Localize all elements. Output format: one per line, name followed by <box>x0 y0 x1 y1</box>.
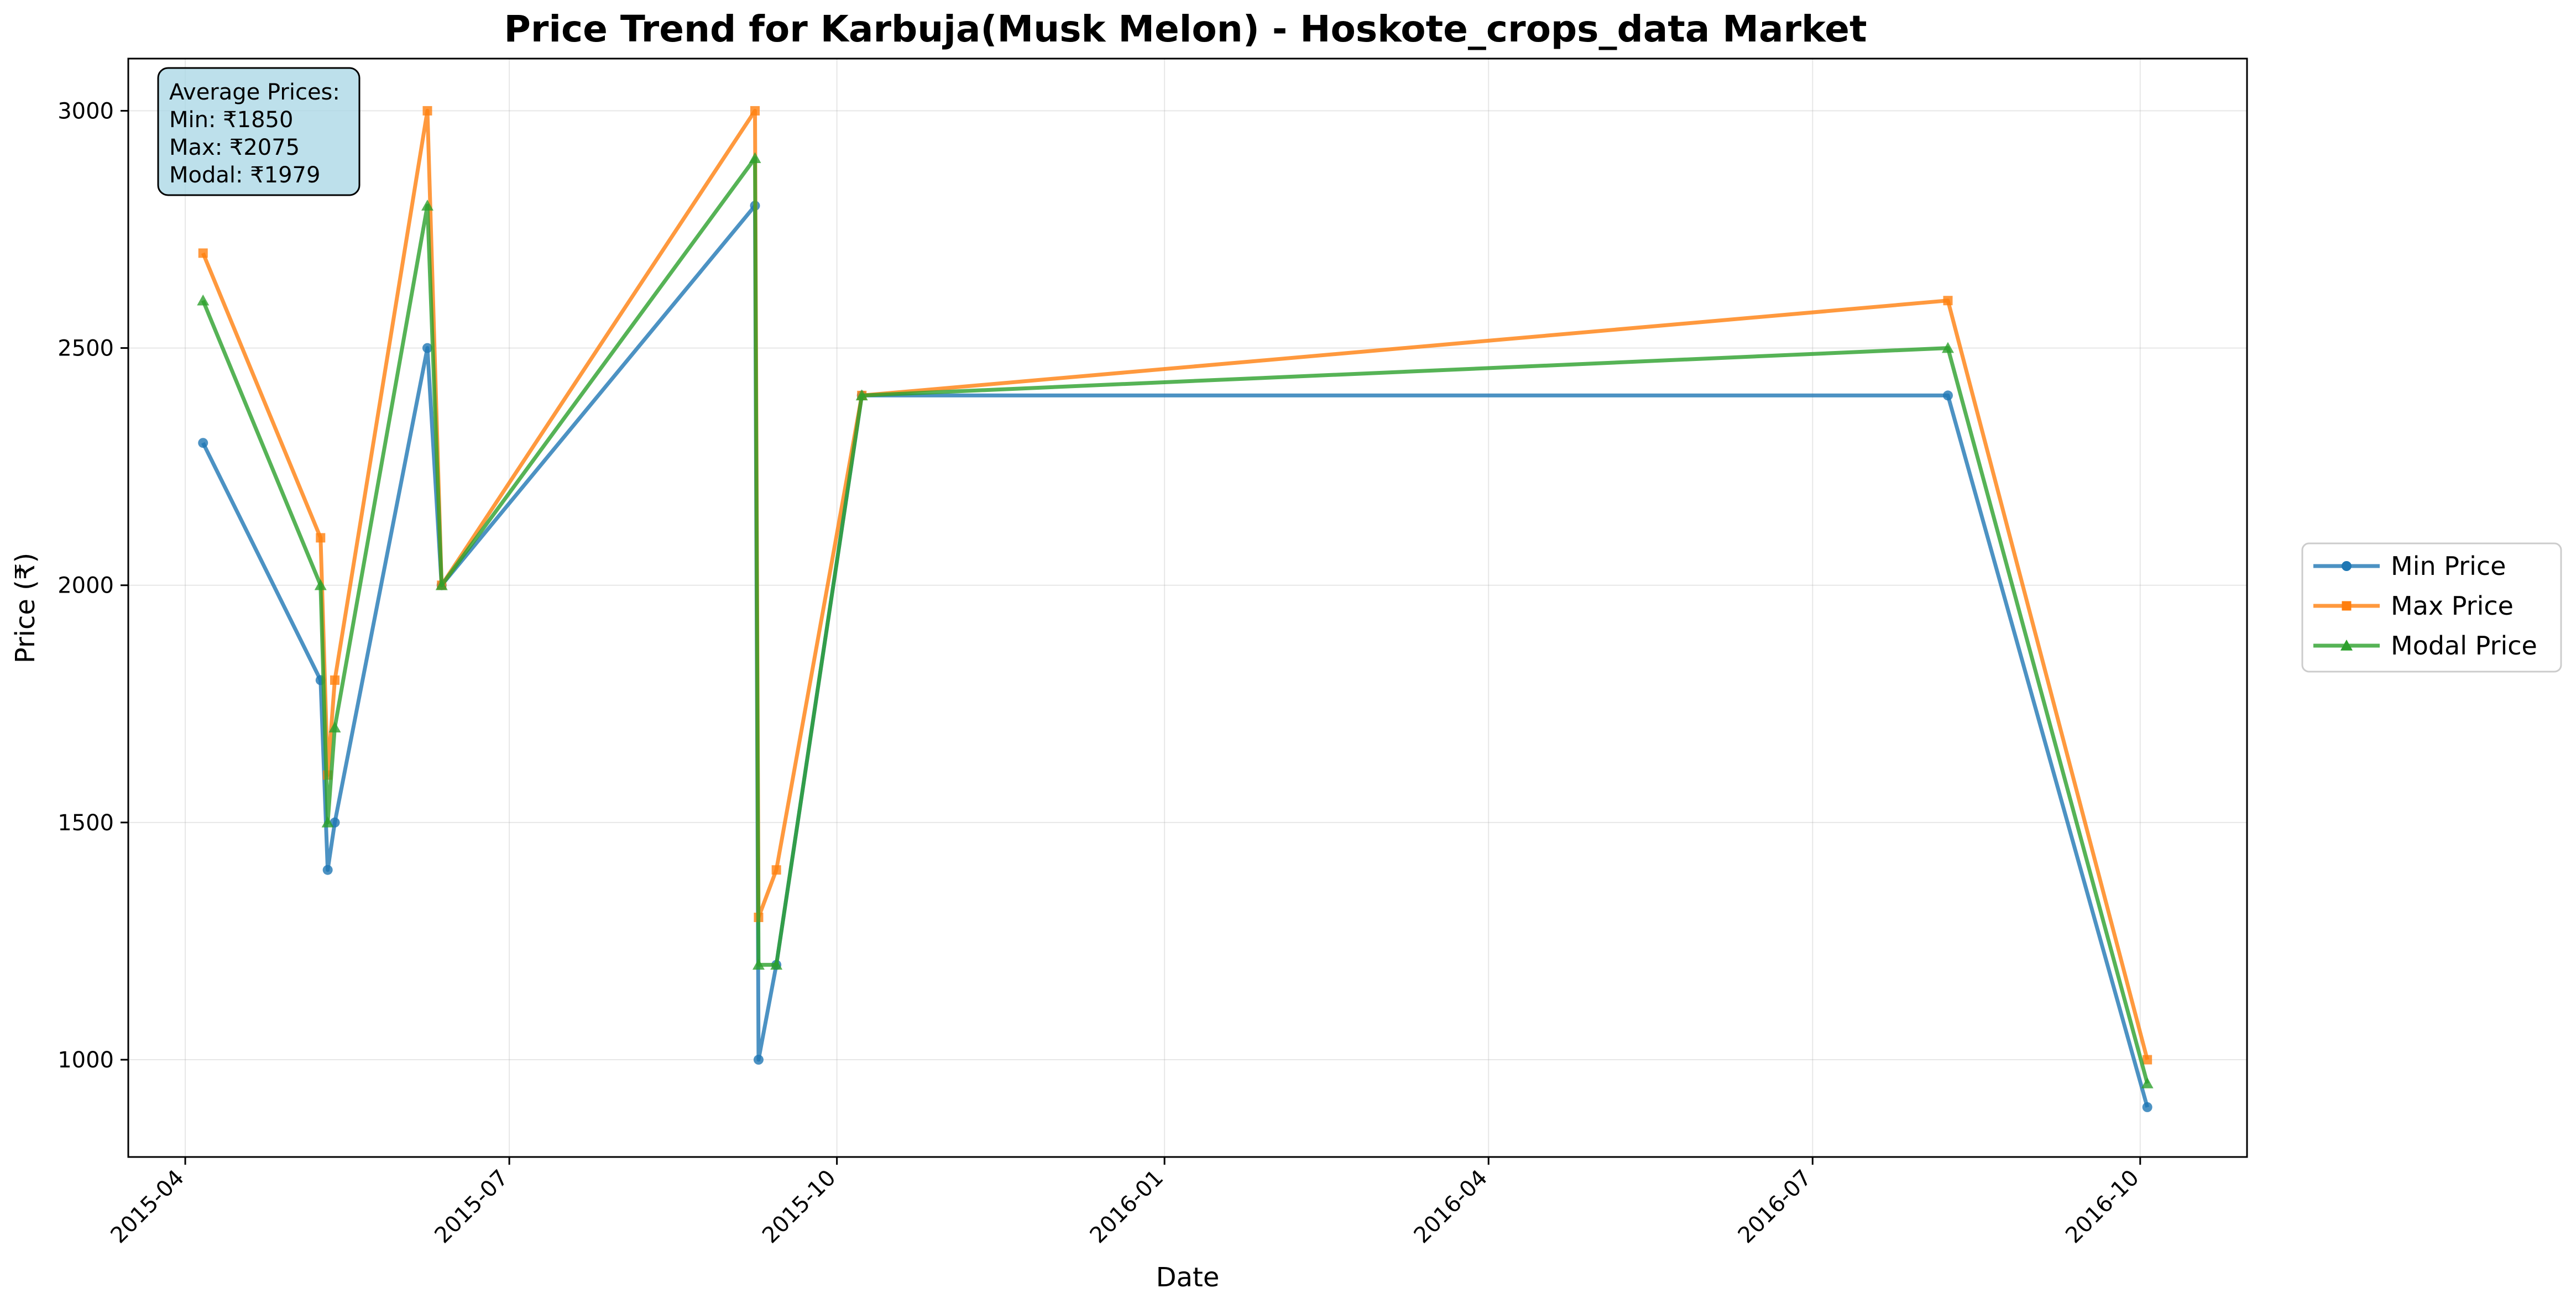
data-point-max-price <box>316 533 326 543</box>
legend-marker <box>2340 640 2353 651</box>
data-point-min-price <box>198 438 208 448</box>
data-point-max-price <box>330 675 340 685</box>
data-point-min-price <box>2142 1102 2152 1112</box>
legend: Min Price Max Price Modal Price <box>2301 542 2562 673</box>
legend-frame <box>2301 542 2562 673</box>
data-point-min-price <box>422 343 432 353</box>
y-tick-label: 3000 <box>58 98 114 124</box>
annotation-min: Min: ₹1850 <box>169 107 293 133</box>
legend-marker <box>2342 561 2352 571</box>
legend-marker <box>2342 601 2352 611</box>
legend-label: Min Price <box>2391 551 2506 581</box>
legend-item-modal-price: Modal Price <box>2313 631 2537 661</box>
average-prices-box: Average Prices: Min: ₹1850 Max: ₹2075 Mo… <box>157 67 360 196</box>
plot-area <box>127 57 2248 1158</box>
data-point-min-price <box>753 1055 764 1065</box>
data-point-max-price <box>2143 1055 2152 1065</box>
series-layer <box>197 106 2154 1112</box>
legend-label: Modal Price <box>2391 631 2537 661</box>
data-point-max-price <box>422 106 432 116</box>
annotation-background <box>157 67 360 196</box>
annotation-max: Max: ₹2075 <box>169 135 300 160</box>
chart-title: Price Trend for Karbuja(Musk Melon) - Ho… <box>504 8 1867 50</box>
data-point-modal-price <box>328 721 341 733</box>
data-point-modal-price <box>1942 342 1955 353</box>
y-axis: 1000 1500 2000 2500 3000 <box>58 98 128 1073</box>
data-point-min-price <box>1943 390 1953 401</box>
data-point-min-price <box>322 865 333 875</box>
series-line-modal-price <box>201 156 2150 1084</box>
y-tick-label: 2000 <box>58 573 114 599</box>
data-point-modal-price <box>421 200 433 211</box>
annotation-modal: Modal: ₹1979 <box>169 163 320 188</box>
data-point-modal-price <box>197 294 210 306</box>
data-point-modal-price <box>749 152 761 164</box>
legend-item-min-price: Min Price <box>2313 551 2506 581</box>
data-point-max-price <box>198 248 208 258</box>
data-point-max-price <box>750 106 760 116</box>
y-tick-label: 1000 <box>58 1048 114 1073</box>
data-point-modal-price <box>435 579 448 590</box>
y-tick-label: 1500 <box>58 810 114 836</box>
data-point-modal-price <box>314 579 327 590</box>
data-point-modal-price <box>321 816 334 828</box>
series-line-min-price <box>201 203 2150 1108</box>
x-axis-label: Date <box>1156 1262 1220 1293</box>
y-tick-label: 2500 <box>58 336 114 362</box>
data-point-max-price <box>771 865 781 875</box>
data-point-modal-price <box>770 959 783 970</box>
data-point-modal-price <box>2141 1077 2154 1088</box>
data-point-modal-price <box>855 389 868 401</box>
legend-item-max-price: Max Price <box>2313 591 2514 621</box>
series-modal-price <box>197 152 2154 1088</box>
data-point-modal-price <box>752 959 765 970</box>
legend-label: Max Price <box>2391 591 2514 621</box>
y-axis-label: Price (₹) <box>10 553 41 663</box>
grid <box>128 59 2247 1157</box>
data-point-max-price <box>1943 296 1953 306</box>
annotation-title: Average Prices: <box>169 80 340 105</box>
